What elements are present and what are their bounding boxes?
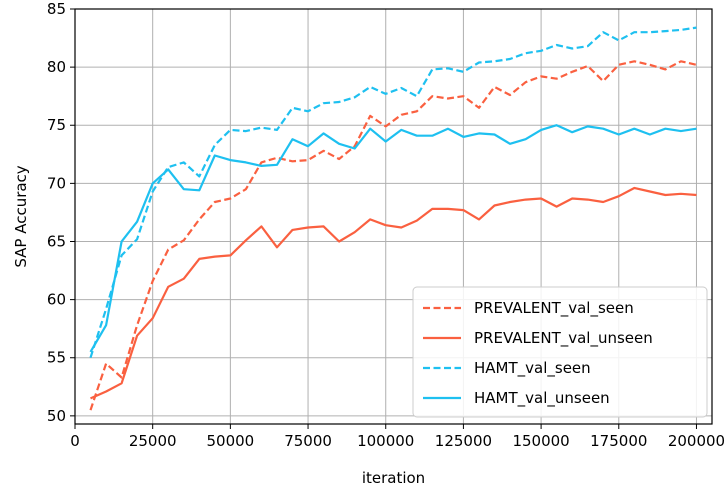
series-line-prevalent-val-seen [89, 60, 697, 411]
y-tick-label: 75 [47, 116, 66, 134]
y-tick-label: 70 [47, 174, 66, 192]
legend-entry-label: HAMT_val_seen [474, 359, 591, 378]
x-tick-label: 50000 [207, 432, 255, 450]
y-tick-label: 60 [47, 291, 66, 309]
legend-entry-label: PREVALENT_val_seen [474, 299, 634, 318]
x-tick-label: 75000 [284, 432, 332, 450]
y-tick-label: 80 [47, 58, 66, 76]
x-tick-label: 175000 [590, 432, 647, 450]
y-tick-label: 55 [47, 349, 66, 367]
series-layer [89, 26, 697, 411]
x-axis-label: iteration [362, 469, 425, 487]
plot-frame [74, 8, 713, 425]
y-tick-label: 65 [47, 232, 66, 250]
y-tick-label: 50 [47, 407, 66, 425]
y-tick-label: 85 [47, 0, 66, 18]
x-tick-label: 200000 [668, 432, 725, 450]
legend-box [412, 286, 708, 418]
y-axis-label: SAP Accuracy [12, 165, 30, 267]
series-line-hamt-val-seen [89, 26, 697, 359]
axis-ticks: 0 25000 50000 75000 100000 125000 150000 175000… [47, 0, 725, 450]
series-line-prevalent-val-unseen [90, 186, 697, 400]
legend-entry-label: PREVALENT_val_unseen [474, 329, 653, 348]
legend: PREVALENT_val_seen PREVALENT_val_unseen HA… [412, 286, 708, 418]
x-tick-label: 125000 [435, 432, 492, 450]
x-tick-label: 100000 [357, 432, 414, 450]
x-tick-label: 25000 [129, 432, 177, 450]
x-tick-label: 150000 [512, 432, 569, 450]
legend-entry-label: HAMT_val_unseen [474, 389, 610, 408]
x-tick-label: 0 [70, 432, 80, 450]
series-line-hamt-val-unseen [89, 124, 697, 353]
